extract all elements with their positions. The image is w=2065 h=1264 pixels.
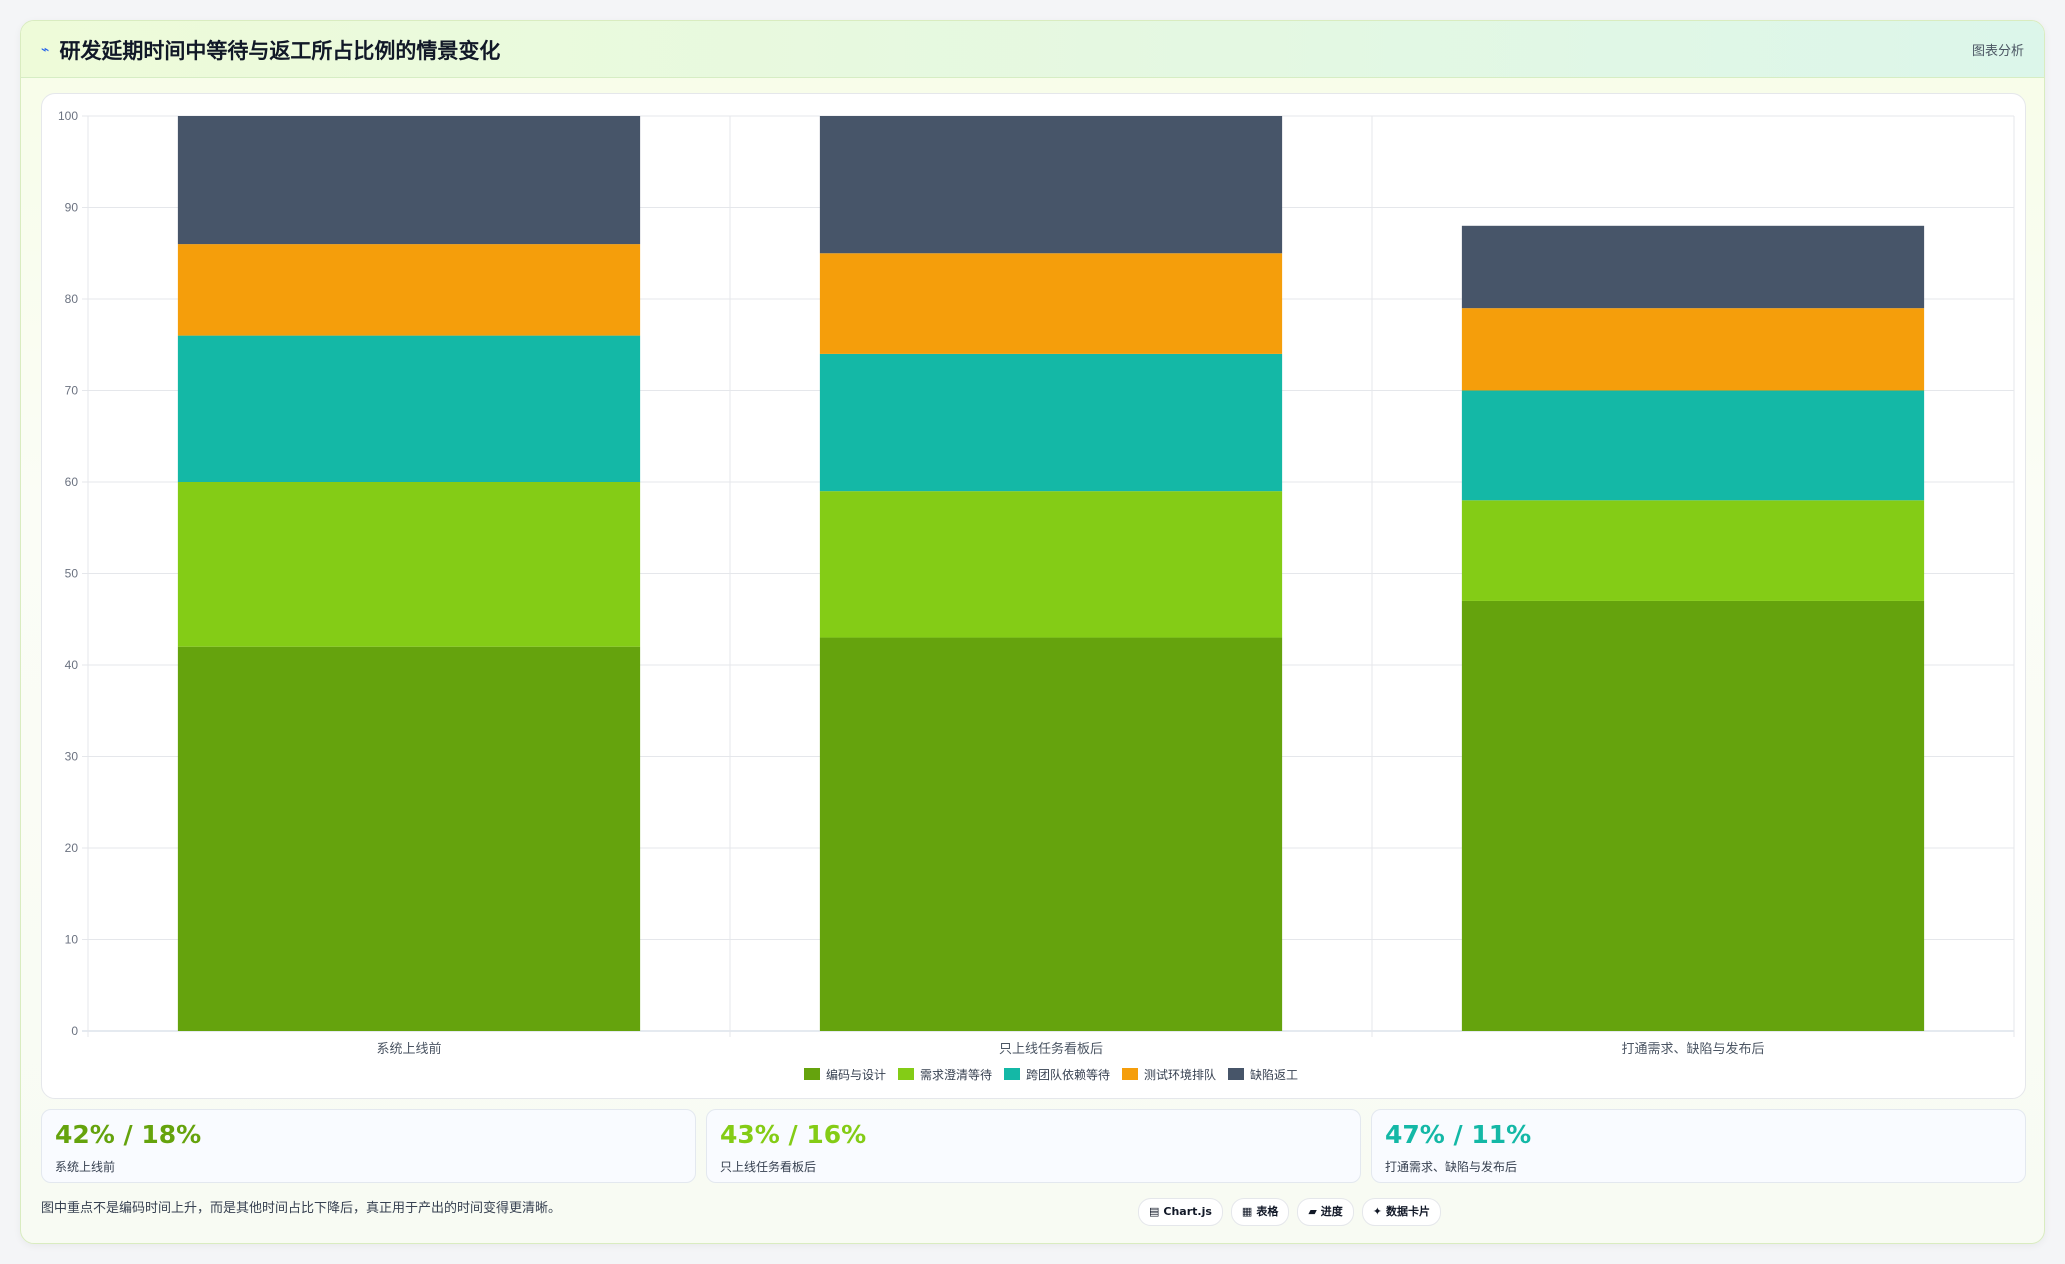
- y-tick-label: 0: [71, 1024, 78, 1038]
- stat-card-2: 43% / 16% 只上线任务看板后: [706, 1109, 1361, 1183]
- x-tick-label: 系统上线前: [376, 1041, 441, 1056]
- bar-segment-5: [819, 116, 1283, 254]
- stacked-bar-chart: 0 10 20 30 40 50 60 70 80 90 100 系统上线前 只上线任务看板后 打通需求、…: [58, 109, 2015, 1082]
- chart-icon: ▤: [1149, 1205, 1160, 1218]
- bar-segment-3: [177, 335, 641, 482]
- bar-segment-2: [177, 482, 641, 647]
- stat-label-1: 系统上线前: [55, 1160, 116, 1174]
- chip-chartjs[interactable]: ▤ Chart.js: [1138, 1198, 1223, 1226]
- legend-label: 缺陷返工: [1250, 1067, 1298, 1082]
- y-tick-label: 80: [65, 292, 79, 306]
- stat-label-2: 只上线任务看板后: [720, 1160, 817, 1174]
- y-tick-label: 90: [65, 201, 79, 215]
- chip-label: 数据卡片: [1386, 1205, 1431, 1218]
- card-header: ⌁ 研发延期时间中等待与返工所占比例的情景变化 图表分析: [21, 21, 2044, 78]
- y-tick-label: 70: [65, 384, 79, 398]
- legend-swatch: [804, 1068, 820, 1080]
- y-tick-label: 100: [58, 109, 78, 123]
- legend-label: 编码与设计: [826, 1067, 886, 1082]
- bar-segment-3: [1461, 390, 1925, 501]
- bar-segment-5: [1461, 225, 1925, 309]
- y-tick-label: 10: [65, 933, 79, 947]
- chip-table[interactable]: ▦ 表格: [1230, 1198, 1290, 1226]
- legend-swatch: [898, 1068, 914, 1080]
- x-tick-label: 只上线任务看板后: [999, 1041, 1103, 1056]
- y-tick-label: 40: [65, 658, 79, 672]
- legend-swatch: [1004, 1068, 1020, 1080]
- legend-label: 跨团队依赖等待: [1026, 1067, 1110, 1082]
- stat-value-2: 43% / 16%: [720, 1120, 867, 1149]
- bar-segment-4: [177, 244, 641, 336]
- chip-data-card[interactable]: ✦ 数据卡片: [1361, 1198, 1442, 1226]
- y-tick-label: 30: [65, 750, 79, 764]
- bar-segment-4: [1461, 308, 1925, 391]
- chip-label: Chart.js: [1163, 1205, 1212, 1218]
- chart-card: ⌁ 研发延期时间中等待与返工所占比例的情景变化 图表分析 0 10 20 30 40 50…: [20, 20, 2045, 1244]
- table-icon: ▦: [1241, 1205, 1253, 1218]
- page-title: 研发延期时间中等待与返工所占比例的情景变化: [59, 39, 501, 63]
- legend-swatch: [1122, 1068, 1138, 1080]
- bar-segment-1: [177, 646, 641, 1031]
- chart-panel: 0 10 20 30 40 50 60 70 80 90 100 系统上线前 只上线任务看板后 打通需求、…: [41, 93, 2026, 1099]
- y-tick-label: 20: [65, 841, 79, 855]
- sparkle-icon: ✦: [1372, 1205, 1383, 1218]
- bar-segment-1: [1461, 600, 1925, 1031]
- chip-progress[interactable]: ▰ 进度: [1297, 1198, 1354, 1226]
- legend-label: 需求澄清等待: [920, 1067, 992, 1082]
- stat-label-3: 打通需求、缺陷与发布后: [1385, 1160, 1518, 1174]
- stat-cards: 42% / 18% 系统上线前 43% / 16% 只上线任务看板后 47% /…: [41, 1109, 2026, 1183]
- y-tick-label: 50: [65, 567, 79, 581]
- y-tick-label: 60: [65, 475, 79, 489]
- header-tag: 图表分析: [1971, 44, 2024, 59]
- legend-swatch: [1228, 1068, 1244, 1080]
- stat-value-1: 42% / 18%: [55, 1120, 202, 1149]
- bar-segment-4: [819, 253, 1283, 354]
- legend-label: 测试环境排队: [1144, 1067, 1216, 1082]
- x-tick-label: 打通需求、缺陷与发布后: [1621, 1041, 1764, 1056]
- bar-segment-5: [177, 116, 641, 245]
- chart-icon: ⌁: [41, 42, 50, 58]
- title-wrap: ⌁ 研发延期时间中等待与返工所占比例的情景变化: [41, 35, 500, 65]
- chip-label: 进度: [1320, 1205, 1343, 1218]
- stat-card-3: 47% / 11% 打通需求、缺陷与发布后: [1371, 1109, 2026, 1183]
- bar-segment-3: [819, 353, 1283, 492]
- chip-row: ▤ Chart.js ▦ 表格 ▰ 进度 ✦ 数据卡片: [1138, 1198, 1442, 1226]
- progress-icon: ▰: [1308, 1205, 1317, 1218]
- bar-segment-2: [1461, 500, 1925, 601]
- stat-value-3: 47% / 11%: [1385, 1120, 1532, 1149]
- bar-segment-2: [819, 491, 1283, 638]
- stat-card-1: 42% / 18% 系统上线前: [41, 1109, 696, 1183]
- footnote: 图中重点不是编码时间上升，而是其他时间占比下降后，真正用于产出的时间变得更清晰。: [41, 1201, 562, 1216]
- bar-segment-1: [819, 637, 1283, 1031]
- chip-label: 表格: [1256, 1205, 1279, 1218]
